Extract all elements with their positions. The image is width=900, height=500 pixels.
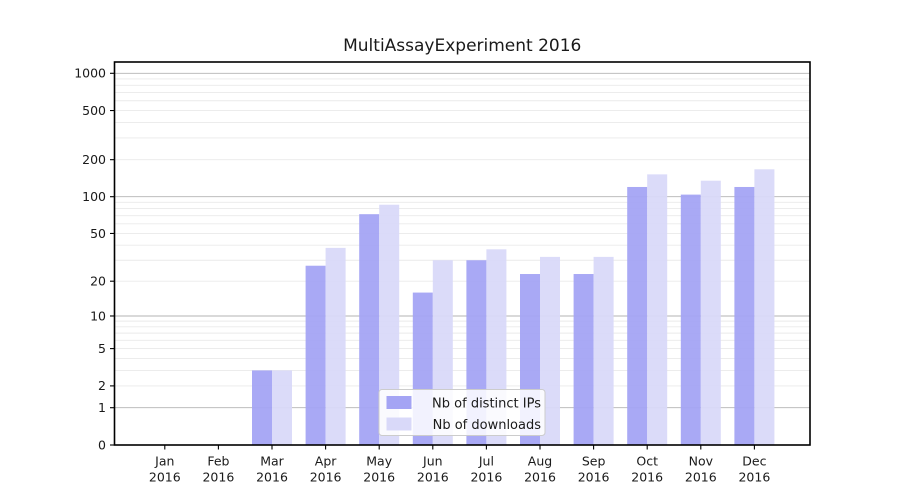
x-tick-label-month: Jun xyxy=(422,454,443,469)
bar-downloads xyxy=(700,180,721,445)
x-tick-label-month: Aug xyxy=(528,454,552,469)
bar-distinct-ips xyxy=(305,265,326,445)
x-tick-label-month: Mar xyxy=(260,454,284,469)
x-tick-label-year: 2016 xyxy=(310,470,342,485)
y-tick-label: 500 xyxy=(82,103,106,118)
y-tick-label: 1 xyxy=(98,400,106,415)
bar-distinct-ips xyxy=(252,370,272,445)
bar-downloads xyxy=(272,370,292,445)
x-tick-label-year: 2016 xyxy=(202,470,234,485)
legend-label-downloads: Nb of downloads xyxy=(433,418,542,433)
x-tick-label-year: 2016 xyxy=(524,470,556,485)
y-tick-label: 2 xyxy=(98,378,106,393)
legend xyxy=(378,389,546,436)
x-tick-label-month: Nov xyxy=(689,454,714,469)
x-tick-label-year: 2016 xyxy=(685,470,717,485)
x-tick-label-year: 2016 xyxy=(363,470,395,485)
x-tick-label-year: 2016 xyxy=(631,470,663,485)
y-tick-label: 10 xyxy=(90,308,106,323)
x-tick-label-month: Oct xyxy=(636,454,658,469)
bar-downloads xyxy=(647,174,668,445)
y-tick-label: 20 xyxy=(90,274,106,289)
bar-distinct-ips xyxy=(734,186,755,445)
x-tick-label-year: 2016 xyxy=(149,470,181,485)
bar-distinct-ips xyxy=(627,186,648,445)
y-tick-label: 200 xyxy=(82,152,106,167)
bar-downloads xyxy=(379,204,400,445)
x-tick-label-year: 2016 xyxy=(417,470,449,485)
bar-distinct-ips xyxy=(573,274,594,445)
x-tick-label-month: Feb xyxy=(207,454,229,469)
x-tick-label-month: Sep xyxy=(582,454,606,469)
bar-downloads xyxy=(593,256,614,445)
x-tick-label-month: Jan xyxy=(154,454,174,469)
x-tick-label-month: May xyxy=(366,454,392,469)
bar-distinct-ips xyxy=(680,194,701,445)
y-tick-label: 50 xyxy=(90,226,106,241)
legend-swatch-distinct-ips xyxy=(386,396,412,409)
x-tick-label-month: Jul xyxy=(478,454,494,469)
y-tick-label: 100 xyxy=(82,189,106,204)
bar-downloads xyxy=(754,169,775,445)
legend-label-distinct-ips: Nb of distinct IPs xyxy=(432,397,541,412)
y-tick-label: 1000 xyxy=(74,66,106,81)
chart-title: MultiAssayExperiment 2016 xyxy=(343,36,581,56)
x-tick-label-year: 2016 xyxy=(738,470,770,485)
y-tick-label: 0 xyxy=(98,437,106,452)
x-tick-label-month: Apr xyxy=(315,454,337,469)
bar-downloads xyxy=(325,247,346,445)
x-tick-label-year: 2016 xyxy=(470,470,502,485)
x-tick-label-month: Dec xyxy=(742,454,766,469)
plot-frame xyxy=(113,61,811,446)
x-tick-label-year: 2016 xyxy=(578,470,610,485)
bar-distinct-ips xyxy=(359,214,380,445)
x-tick-label-year: 2016 xyxy=(256,470,288,485)
y-tick-label: 5 xyxy=(98,341,106,356)
legend-swatch-downloads xyxy=(386,417,412,431)
